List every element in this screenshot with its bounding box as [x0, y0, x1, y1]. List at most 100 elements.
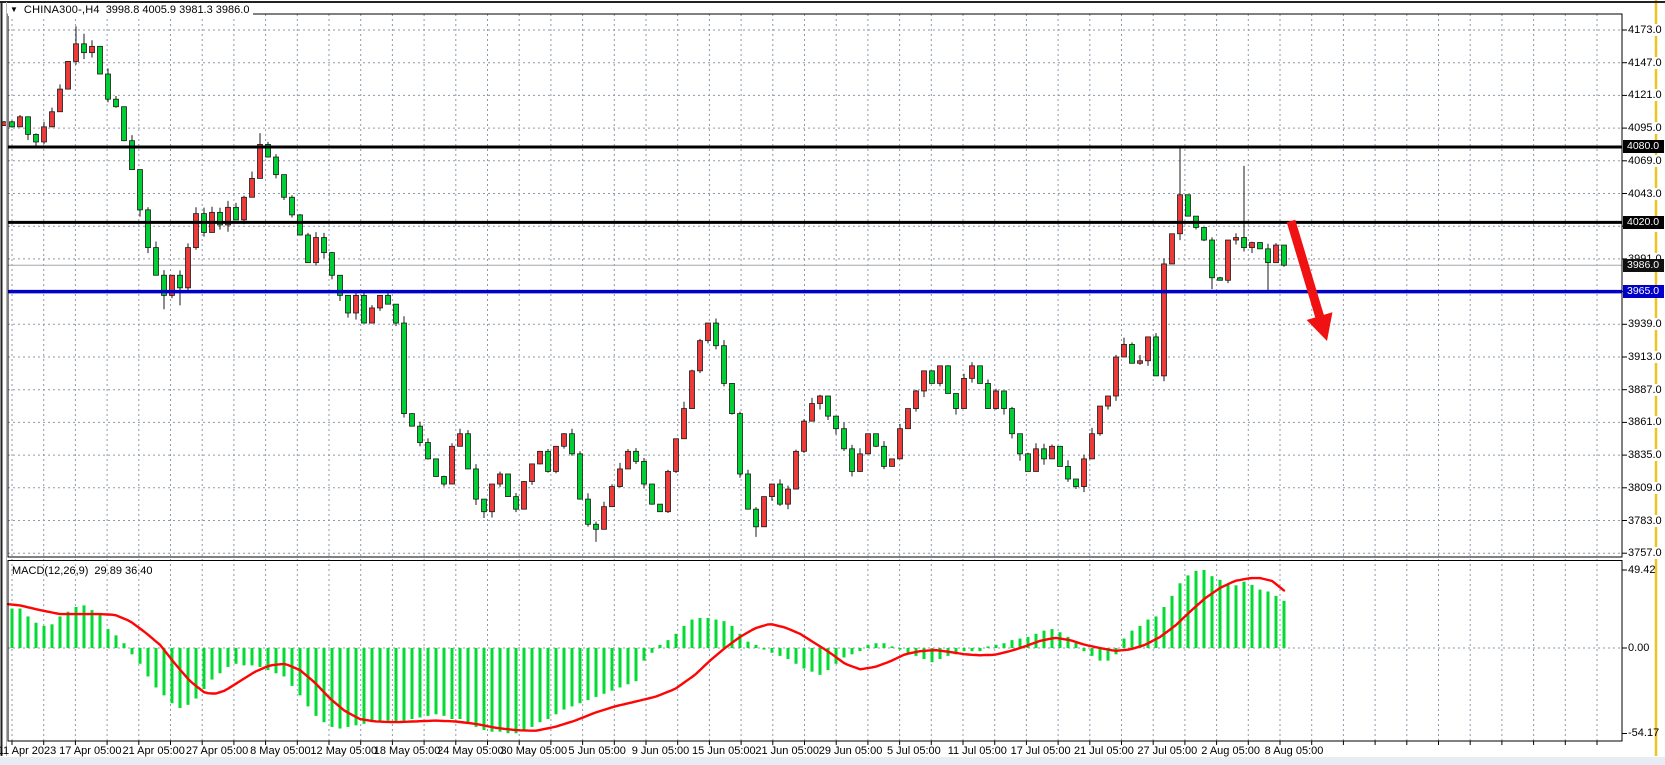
candle-body-down: [409, 413, 415, 427]
macd-bar: [794, 648, 798, 664]
macd-bar: [178, 648, 182, 708]
macd-bar: [250, 648, 254, 666]
candle-body-down: [953, 393, 959, 409]
candle-body-down: [441, 476, 447, 485]
candle-body-down: [545, 450, 551, 472]
macd-bar: [674, 633, 678, 648]
candle-body-up: [529, 463, 535, 482]
candle-body-down: [465, 433, 471, 470]
candle: [457, 428, 463, 447]
candle: [393, 303, 399, 327]
candle: [337, 274, 343, 302]
candle: [289, 195, 295, 218]
price-tick-label: 4121.0: [1628, 89, 1664, 102]
macd-bar: [626, 648, 630, 685]
candle-body-up: [689, 370, 695, 409]
candle-body-up: [865, 433, 871, 455]
candle-body-down: [345, 294, 351, 314]
candle: [273, 154, 279, 179]
macd-bar: [378, 648, 382, 721]
candle-body-up: [1249, 242, 1255, 248]
candle: [481, 498, 487, 518]
candle-body-down: [1265, 248, 1271, 264]
macd-panel-border: [7, 560, 1623, 742]
candle-body-down: [481, 498, 487, 513]
macd-bar: [578, 648, 582, 704]
time-label: 17 Jul 05:00: [1010, 745, 1071, 757]
macd-bar: [1058, 632, 1062, 648]
candle-body-up: [369, 307, 375, 324]
macd-bar: [762, 648, 766, 650]
candle: [513, 492, 519, 513]
macd-bar: [706, 618, 710, 648]
candle: [489, 483, 495, 518]
candle-body-up: [897, 428, 903, 460]
candle: [1281, 244, 1287, 267]
macd-bar: [314, 648, 318, 716]
candle: [1033, 443, 1039, 472]
candle-body-down: [321, 237, 327, 254]
candle: [985, 379, 991, 409]
candle: [161, 270, 167, 310]
time-label: 18 May 05:00: [373, 745, 441, 757]
candle: [361, 292, 367, 324]
candle-body-down: [137, 169, 143, 211]
candle: [1257, 242, 1263, 250]
candle: [345, 294, 351, 318]
time-label: 27 Apr 05:00: [185, 745, 249, 757]
candle: [145, 207, 151, 254]
price-tag-4080.0: 4080.0: [1623, 140, 1664, 154]
macd-bar: [994, 644, 998, 648]
candle-body-down: [393, 303, 399, 324]
candle-body-down: [513, 496, 519, 510]
macd-bar: [1282, 600, 1286, 648]
candle: [113, 95, 119, 108]
candle: [281, 174, 287, 201]
candle: [313, 232, 319, 266]
arrow-head-icon: [1306, 312, 1333, 341]
candle: [81, 33, 87, 60]
candle-body-up: [1049, 445, 1055, 460]
macd-bar: [786, 648, 790, 660]
candle-body-down: [161, 274, 167, 296]
candle-body-down: [265, 144, 271, 158]
macd-bar: [778, 648, 782, 656]
candle-body-up: [1161, 263, 1167, 377]
candle-body-down: [649, 483, 655, 505]
candle-body-up: [497, 473, 503, 485]
trend-arrow-annotation[interactable]: [1286, 219, 1333, 341]
candle-body-up: [617, 468, 623, 487]
symbol-dropdown-icon[interactable]: ▼: [10, 5, 18, 14]
candle: [1049, 444, 1055, 460]
candle: [913, 389, 919, 412]
candle-body-up: [961, 377, 967, 409]
candle: [217, 207, 223, 230]
candle: [905, 408, 911, 430]
price-tick-label: 3757.0: [1628, 547, 1664, 560]
macd-bar: [466, 648, 470, 723]
candle-body-up: [681, 408, 687, 440]
candle-body-down: [713, 322, 719, 347]
macd-bar: [1010, 640, 1014, 648]
macd-bar: [1146, 619, 1150, 648]
indicator-label: MACD(12,26,9) 29.89 36.40: [12, 565, 159, 577]
macd-bar: [866, 644, 870, 648]
candle-body-down: [745, 473, 751, 510]
macd-bar: [210, 648, 214, 680]
candle: [785, 485, 791, 510]
candle-body-up: [801, 420, 807, 452]
candle-body-down: [833, 415, 839, 430]
candle: [1097, 405, 1103, 436]
time-label: 21 Apr 05:00: [122, 745, 185, 757]
macd-bar: [34, 622, 38, 648]
candle-body-down: [329, 252, 335, 276]
candle-body-down: [825, 395, 831, 417]
candle: [465, 430, 471, 470]
macd-bar: [906, 648, 910, 653]
candle-body-down: [129, 140, 135, 171]
macd-bar: [154, 648, 158, 688]
candle: [881, 441, 887, 470]
candle-body-down: [929, 370, 935, 384]
